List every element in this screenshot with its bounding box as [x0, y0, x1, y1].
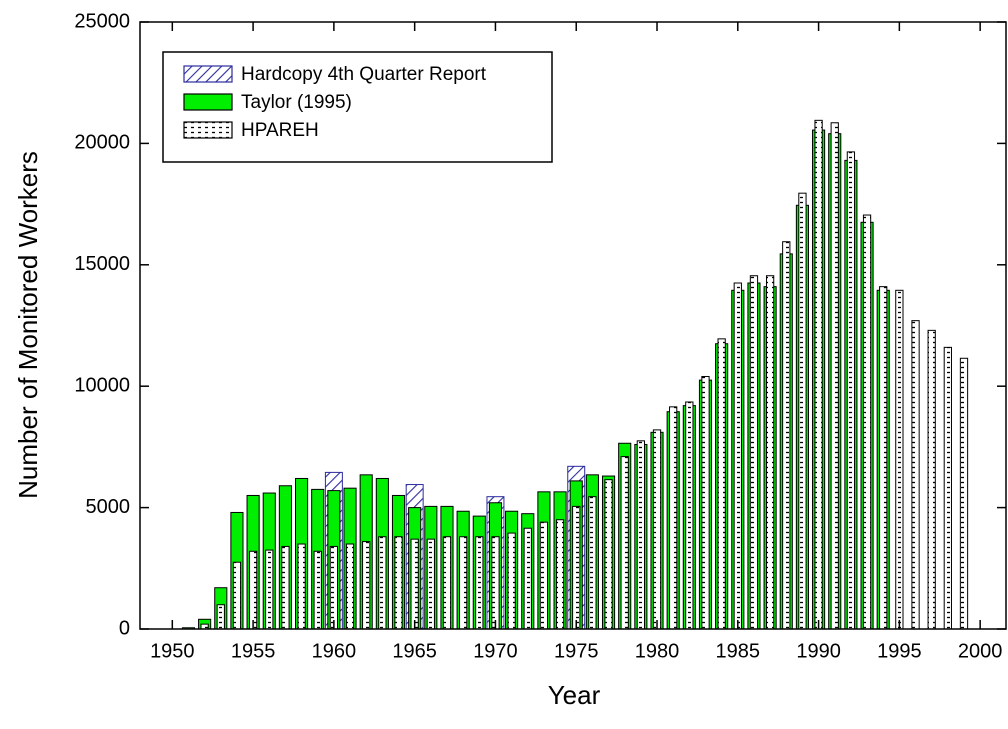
bar	[313, 550, 322, 630]
y-tick-label: 25000	[74, 10, 130, 32]
bar	[458, 536, 468, 630]
bar	[265, 549, 274, 630]
bar	[782, 241, 791, 630]
bar	[749, 275, 759, 630]
bar	[604, 479, 613, 630]
bar	[329, 545, 339, 630]
legend-swatch	[183, 93, 233, 111]
bar	[830, 122, 839, 630]
bar	[539, 521, 549, 630]
bar	[248, 550, 258, 630]
bar	[555, 519, 565, 630]
x-tick-label: 1950	[150, 640, 195, 662]
bar	[426, 538, 435, 630]
x-tick-label: 1990	[796, 640, 841, 662]
legend-label: Taylor (1995)	[241, 92, 352, 113]
bar	[297, 543, 306, 630]
bar	[733, 282, 742, 630]
bar	[911, 320, 920, 630]
y-tick-label: 10000	[74, 374, 130, 396]
bar	[378, 536, 387, 630]
bar	[442, 536, 452, 630]
x-axis-title: Year	[548, 680, 601, 710]
bar	[588, 496, 597, 630]
bar	[959, 357, 969, 630]
bar	[281, 545, 290, 630]
bar	[879, 286, 888, 630]
x-tick-label: 1980	[635, 640, 680, 662]
legend-swatch	[183, 65, 233, 83]
bar	[232, 561, 242, 630]
bar	[636, 440, 645, 630]
bar	[846, 151, 856, 630]
bar	[798, 192, 807, 630]
bar	[943, 346, 952, 630]
bar	[669, 406, 678, 630]
legend-label: HPAREH	[241, 120, 319, 141]
x-tick-label: 1970	[473, 640, 518, 662]
bar	[927, 329, 936, 630]
bar	[572, 505, 581, 630]
bar	[895, 289, 904, 630]
bar	[410, 538, 419, 630]
x-tick-label: 1985	[716, 640, 761, 662]
bar	[345, 543, 355, 630]
legend-label: Hardcopy 4th Quarter Report	[241, 64, 487, 85]
x-tick-label: 1955	[231, 640, 276, 662]
bar	[523, 527, 532, 630]
bar	[652, 429, 662, 630]
bar	[491, 536, 500, 630]
bar	[701, 375, 710, 630]
y-tick-label: 15000	[74, 253, 130, 275]
x-tick-label: 1960	[312, 640, 357, 662]
plot-frame	[139, 21, 1007, 630]
bar	[685, 401, 694, 630]
bar	[362, 541, 371, 630]
bar	[717, 338, 726, 630]
bar	[620, 456, 629, 630]
y-tick-label: 0	[119, 617, 130, 639]
bar	[814, 119, 823, 630]
x-tick-label: 1975	[554, 640, 599, 662]
bar	[475, 536, 484, 630]
bar	[765, 275, 775, 630]
bar	[216, 604, 225, 630]
x-tick-label: 1965	[392, 640, 437, 662]
y-tick-label: 20000	[74, 132, 130, 154]
bar	[507, 532, 516, 630]
y-axis-title: Number of Monitored Workers	[13, 151, 43, 499]
bar	[862, 214, 872, 630]
x-tick-label: 1995	[877, 640, 922, 662]
x-tick-label: 2000	[958, 640, 1003, 662]
bar	[394, 536, 403, 630]
y-tick-label: 5000	[86, 496, 131, 518]
legend-swatch	[183, 121, 233, 139]
